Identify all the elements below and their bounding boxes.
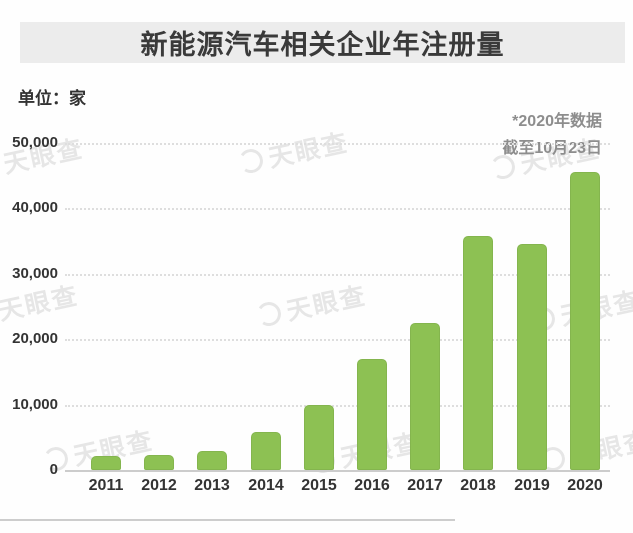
- y-axis-tick-label: 40,000: [12, 199, 58, 217]
- tianyancha-watermark: 天眼查: [235, 123, 351, 181]
- bar-2012: [144, 455, 174, 470]
- data-note-line1: *2020年数据: [512, 113, 602, 130]
- x-axis-tick-label: 2012: [141, 477, 177, 494]
- y-axis-tick-label: 20,000: [12, 330, 58, 348]
- watermark-text: 天眼查: [266, 128, 352, 173]
- bar-2020: [570, 172, 600, 470]
- bar-2011: [91, 456, 121, 470]
- bar-2014: [251, 432, 281, 470]
- y-axis-tick-label: 0: [49, 461, 58, 478]
- x-axis-tick-label: 2017: [407, 477, 443, 494]
- gridline: [65, 208, 610, 211]
- x-axis-tick-label: 2014: [248, 477, 284, 494]
- gridline: [65, 273, 610, 276]
- tianyancha-logo-icon: [254, 299, 284, 329]
- axis-unit-label: 单位：家: [18, 89, 86, 108]
- bar-2016: [357, 359, 387, 470]
- x-axis-tick-label: 2018: [460, 477, 496, 494]
- page-title: 新能源汽车相关企业年注册量: [140, 30, 505, 60]
- y-axis-tick-label: 50,000: [12, 134, 58, 151]
- tianyancha-logo-icon: [488, 152, 518, 182]
- gridline: [65, 339, 610, 342]
- bar-2019: [517, 244, 547, 470]
- tianyancha-logo-icon: [236, 146, 266, 176]
- watermark-text: 天眼查: [284, 281, 370, 326]
- title-banner: 新能源汽车相关企业年注册量: [20, 22, 625, 63]
- x-axis-tick-label: 2015: [301, 477, 337, 494]
- watermark-text: 天眼查: [0, 281, 82, 326]
- bar-2017: [410, 323, 440, 470]
- gridline: [65, 143, 610, 145]
- bar-2015: [304, 405, 334, 470]
- y-axis-tick-label: 30,000: [12, 264, 58, 282]
- bar-2013: [197, 451, 227, 470]
- tianyancha-watermark: 天眼查: [253, 276, 369, 334]
- x-axis-line: [65, 470, 610, 472]
- bar-2018: [463, 236, 493, 470]
- x-axis-tick-label: 2019: [514, 477, 550, 494]
- x-axis-tick-label: 2020: [567, 477, 603, 494]
- bottom-divider: [0, 519, 455, 521]
- tianyancha-watermark: 天眼查: [0, 276, 82, 334]
- x-axis-tick-label: 2013: [194, 477, 230, 494]
- x-axis-tick-label: 2016: [354, 477, 390, 494]
- gridline: [65, 404, 610, 407]
- x-axis-tick-label: 2011: [88, 477, 124, 494]
- y-axis-tick-label: 10,000: [12, 395, 58, 413]
